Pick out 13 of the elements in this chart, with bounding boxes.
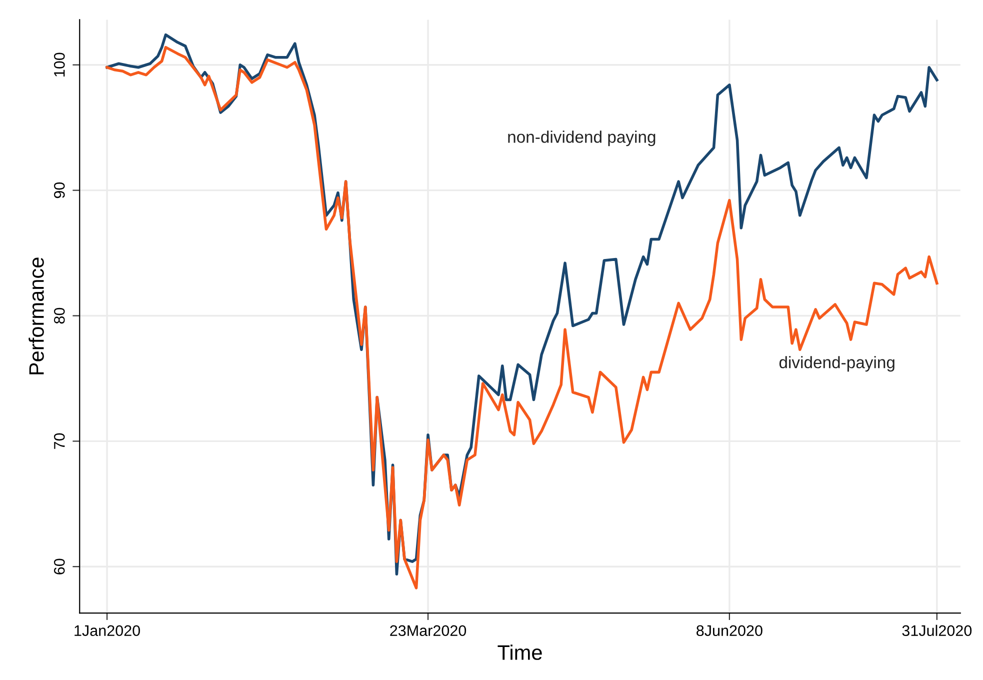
text: non-dividend paying bbox=[508, 130, 656, 146]
y-tick-label: 70 bbox=[54, 433, 65, 449]
x-tick-label: 23Mar2020 bbox=[390, 625, 466, 636]
y-tick-label: 80 bbox=[54, 308, 65, 324]
y-tick-label: 90 bbox=[54, 182, 65, 198]
y-axis-title: Performance bbox=[28, 258, 44, 374]
x-axis-title: Time bbox=[498, 644, 542, 660]
x-tick-label: 31Jul2020 bbox=[902, 624, 972, 636]
x-tick-label: 8Jun2020 bbox=[696, 625, 762, 636]
y-tick-label: 60 bbox=[54, 558, 65, 574]
y-tick-label: 100 bbox=[54, 52, 65, 76]
x-tick-label: 1Jan2020 bbox=[74, 625, 140, 636]
series-label: dividend-paying bbox=[779, 356, 894, 372]
